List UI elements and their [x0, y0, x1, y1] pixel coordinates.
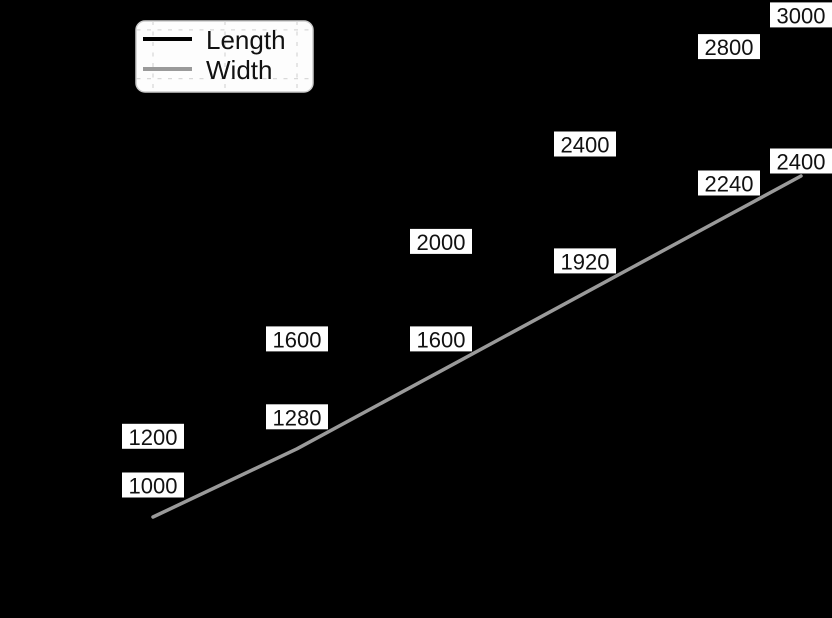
svg-text:1000: 1000: [129, 474, 178, 499]
legend-label-width: Width: [206, 55, 272, 85]
data-label-length: 3000: [770, 2, 832, 28]
data-label-length: 1600: [266, 326, 328, 352]
svg-text:2240: 2240: [705, 171, 754, 196]
svg-text:1280: 1280: [273, 405, 322, 430]
data-label-width: 1280: [266, 404, 328, 430]
svg-text:1600: 1600: [273, 327, 322, 352]
series-lines: [151, 28, 803, 519]
data-label-length: 1200: [122, 423, 184, 450]
svg-text:3000: 3000: [777, 3, 826, 28]
svg-text:1920: 1920: [561, 249, 610, 274]
svg-text:1600: 1600: [417, 327, 466, 352]
data-label-width: 1600: [410, 326, 472, 352]
data-label-width: 2240: [698, 170, 760, 196]
svg-text:1200: 1200: [129, 425, 178, 450]
legend-label-length: Length: [206, 25, 286, 55]
series-line-length: [151, 28, 803, 471]
data-label-width: 1920: [554, 248, 616, 274]
data-label-length: 2000: [410, 228, 472, 255]
data-label-width: 1000: [122, 472, 184, 499]
data-label-length: 2400: [554, 131, 616, 158]
series-line-width: [151, 174, 803, 519]
data-label-length: 2800: [698, 34, 760, 60]
svg-text:2400: 2400: [561, 133, 610, 158]
data-label-width: 2400: [770, 148, 832, 175]
svg-text:2000: 2000: [417, 230, 466, 255]
svg-text:2400: 2400: [777, 150, 826, 175]
svg-text:2800: 2800: [705, 35, 754, 60]
data-label-layer: 1200 1600 2000 2400 2800 3000 1000 1280 1600 1920…: [122, 2, 832, 499]
